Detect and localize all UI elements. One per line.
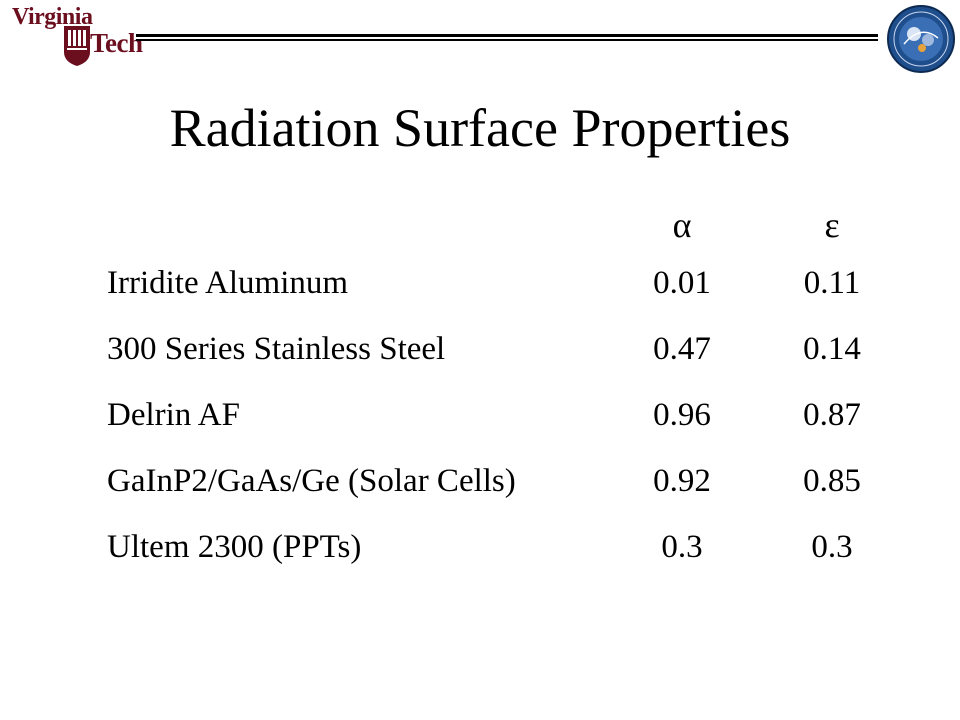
material-cell: Ultem 2300 (PPTs): [107, 528, 362, 565]
epsilon-cell: 0.3: [811, 528, 853, 565]
header-epsilon: ε: [824, 205, 840, 245]
table-row: 300 Series Stainless Steel 0.47 0.14: [107, 316, 907, 382]
alpha-cell: 0.92: [653, 462, 711, 499]
material-cell: 300 Series Stainless Steel: [107, 330, 446, 367]
epsilon-cell: 0.14: [803, 330, 861, 367]
header-material: [107, 200, 607, 250]
virginia-tech-logo: Virginia Tech: [8, 4, 143, 70]
alpha-cell: 0.3: [661, 528, 703, 565]
material-cell: Irridite Aluminum: [107, 264, 349, 301]
alpha-cell: 0.47: [653, 330, 711, 367]
page-title: Radiation Surface Properties: [169, 98, 791, 158]
table-row: Ultem 2300 (PPTs) 0.3 0.3: [107, 514, 907, 580]
header-divider: [136, 34, 878, 41]
table-row: Irridite Aluminum 0.01 0.11: [107, 250, 907, 316]
epsilon-cell: 0.11: [803, 264, 861, 301]
program-seal-icon: [887, 5, 955, 73]
epsilon-cell: 0.85: [803, 462, 861, 499]
header-alpha: α: [672, 205, 692, 245]
table-row: Delrin AF 0.96 0.87: [107, 382, 907, 448]
logo-shield-icon: [64, 26, 90, 66]
table-row: GaInP2/GaAs/Ge (Solar Cells) 0.92 0.85: [107, 448, 907, 514]
alpha-cell: 0.96: [653, 396, 711, 433]
alpha-cell: 0.01: [653, 264, 711, 301]
logo-tech-text: Tech: [90, 28, 143, 58]
material-cell: Delrin AF: [107, 396, 240, 433]
logo-virginia-text: Virginia: [12, 4, 93, 30]
surface-properties-table: α ε Irridite Aluminum 0.01 0.11 300 Seri…: [107, 200, 907, 580]
table-header-row: α ε: [107, 200, 907, 250]
material-cell: GaInP2/GaAs/Ge (Solar Cells): [107, 462, 516, 499]
epsilon-cell: 0.87: [803, 396, 861, 433]
